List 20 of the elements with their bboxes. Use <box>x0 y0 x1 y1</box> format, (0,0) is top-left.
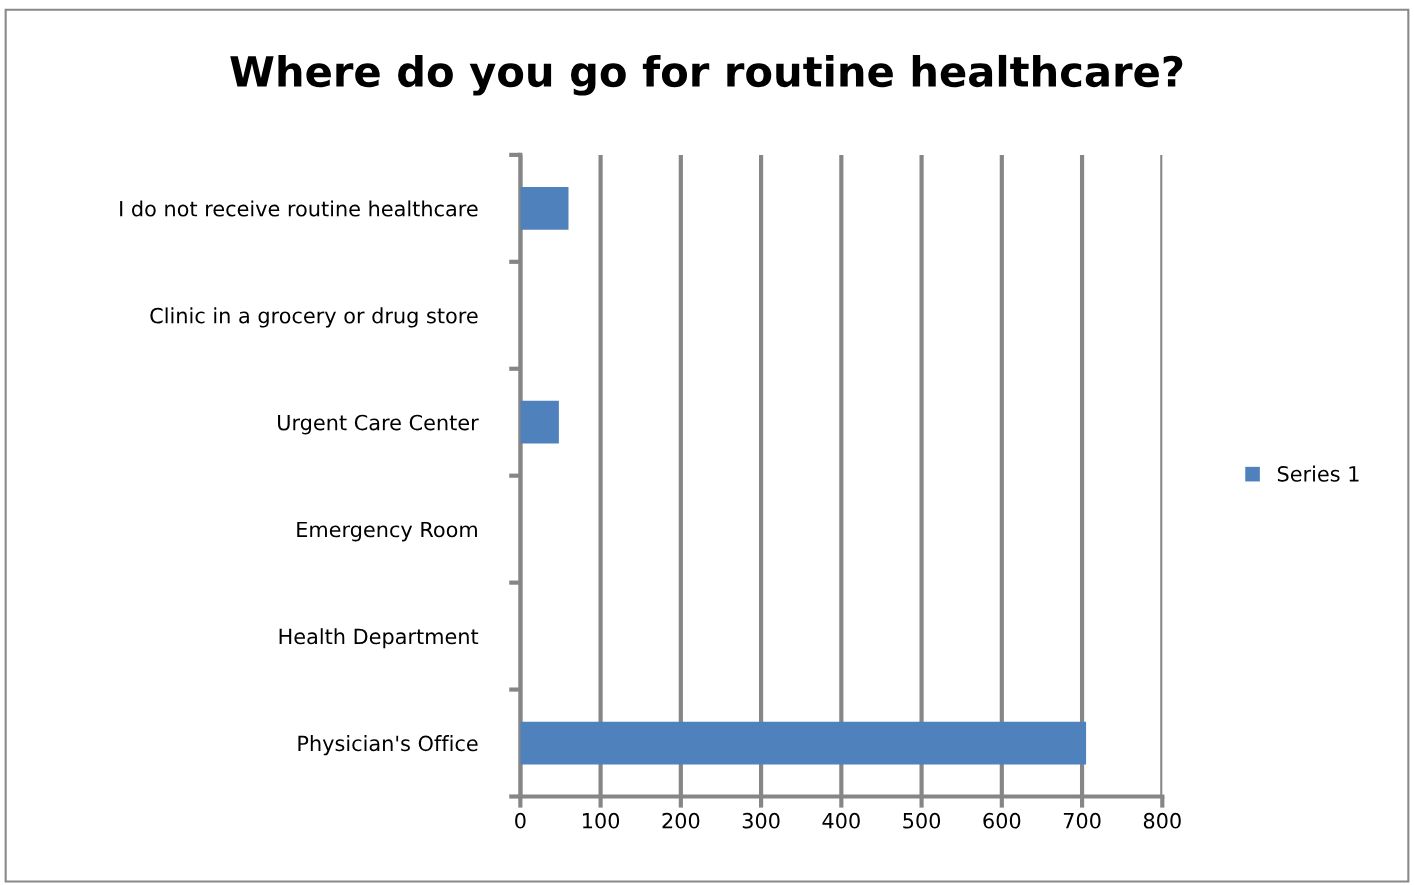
legend-label: Series 1 <box>1277 465 1359 482</box>
x-tick-label: 100 <box>583 812 620 829</box>
x-tick-label: 0 <box>515 812 526 829</box>
bar <box>520 400 559 444</box>
y-tick-label: Emergency Room <box>297 521 477 542</box>
x-tick-label: 700 <box>1063 812 1101 829</box>
y-tick-label: Urgent Care Center <box>278 414 479 435</box>
x-tick-label: 200 <box>662 812 700 829</box>
x-tick-label: 600 <box>983 812 1021 829</box>
bar <box>520 186 569 230</box>
x-tick-label: 500 <box>903 812 941 829</box>
chart-title: Where do you go for routine healthcare? <box>230 54 1183 96</box>
y-tick-label: Clinic in a grocery or drug store <box>150 307 478 328</box>
x-tick-label: 300 <box>742 812 780 829</box>
x-tick-label: 800 <box>1143 812 1181 829</box>
y-tick-label: I do not receive routine healthcare <box>120 200 478 217</box>
bar <box>520 721 1087 765</box>
y-tick-label: Physician's Office <box>298 735 478 756</box>
y-tick-label: Health Department <box>279 628 479 649</box>
x-tick-label: 400 <box>822 812 860 829</box>
